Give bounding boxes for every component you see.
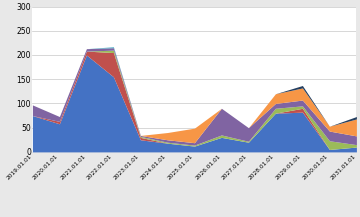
- Legend: földgáz, olaj, biogáz, biomassza, napenergia, szél, vízerőmű: földgáz, olaj, biogáz, biomassza, napene…: [89, 216, 300, 217]
